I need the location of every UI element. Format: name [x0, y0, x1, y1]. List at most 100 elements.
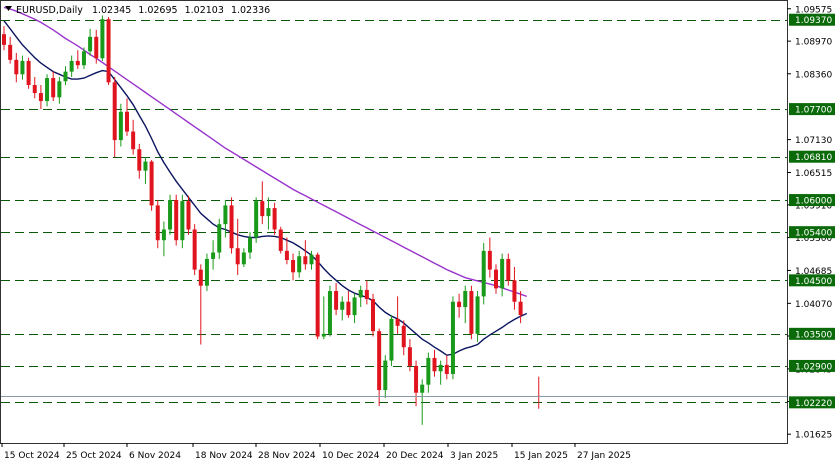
candle-53: [327, 285, 332, 337]
candle-body: [26, 60, 31, 86]
candle-31: [192, 224, 197, 275]
candle-body: [309, 254, 314, 265]
candle-51: [315, 252, 320, 340]
candle-41: [254, 197, 259, 243]
candle-47: [291, 253, 296, 281]
dropdown-triangle-icon[interactable]: [5, 6, 12, 11]
candle-60: [371, 293, 375, 337]
candle-25: [155, 200, 160, 249]
candle-36: [223, 200, 228, 238]
candle-79: [487, 237, 492, 278]
candle-82: [506, 253, 511, 286]
candle-64: [395, 296, 400, 334]
candle-body: [38, 93, 43, 102]
candle-74: [457, 293, 462, 318]
candle-61: [377, 328, 382, 407]
candle-1: [8, 36, 13, 64]
candle-body: [125, 111, 129, 132]
candle-20: [125, 98, 129, 136]
candle-body: [395, 318, 400, 326]
y-tick-label-5: 1.05910: [795, 201, 832, 211]
candle-body: [211, 252, 216, 259]
x-tick-label-0: 15 Oct 2024: [4, 451, 60, 461]
open-value: 1.02345: [92, 5, 131, 16]
candle-body: [463, 291, 468, 308]
candle-39: [241, 248, 246, 267]
candle-71: [438, 360, 443, 385]
level-label-text: 1.05400: [795, 229, 832, 239]
level-labels: 1.09370 1.07700 1.06810 1.06000 1.05400 1.045…: [789, 13, 835, 409]
y-tick-label-2: 1.08360: [795, 70, 832, 80]
level-label-2: 1.06810: [789, 150, 835, 163]
level-label-bg: [789, 327, 835, 340]
candle-body: [407, 347, 412, 366]
candle-body: [223, 205, 228, 225]
candle-29: [180, 194, 185, 249]
candle-33: [204, 253, 209, 292]
candle-15: [94, 29, 99, 64]
candle-6: [38, 85, 43, 110]
level-label-bg: [789, 103, 835, 116]
candle-body: [260, 201, 265, 217]
candle-body: [315, 254, 320, 337]
candle-59: [364, 280, 369, 305]
level-label-3: 1.06000: [789, 194, 835, 207]
price-axis: 1.09575 1.08970 1.08360 1.07130 1.06515 1.059…: [787, 5, 832, 441]
candle-83: [512, 266, 517, 310]
candle-58: [358, 285, 363, 308]
candle-body: [364, 289, 369, 300]
candle-body: [358, 289, 363, 298]
level-label-text: 1.06810: [795, 153, 832, 163]
candle-19: [118, 103, 123, 147]
candle-22: [137, 143, 142, 179]
candlesticks: [2, 15, 541, 425]
x-tick-label-6: 20 Dec 2024: [386, 451, 444, 461]
candle-17: [106, 17, 111, 86]
candle-38: [235, 218, 240, 275]
candle-body: [481, 250, 486, 297]
candle-68: [420, 379, 425, 425]
candle-75: [463, 285, 468, 324]
candle-body: [340, 301, 345, 310]
candle-body: [346, 301, 351, 316]
candle-85: [536, 376, 541, 409]
level-label-text: 1.06000: [795, 197, 832, 207]
plot-frame: [0, 0, 788, 444]
candle-63: [389, 315, 394, 366]
level-label-5: 1.04500: [789, 274, 835, 287]
candle-body: [254, 201, 259, 238]
candle-26: [161, 221, 166, 257]
candle-49: [303, 240, 308, 270]
y-tick-label-0: 1.09575: [795, 5, 832, 15]
candle-body: [327, 291, 332, 334]
candle-21: [131, 119, 136, 155]
candle-body: [131, 131, 136, 150]
candle-body: [112, 82, 117, 141]
y-tick-label-6: 1.05300: [795, 234, 832, 244]
candle-8: [51, 71, 56, 102]
candle-62: [383, 355, 388, 399]
level-label-bg: [789, 359, 835, 372]
candle-body: [414, 365, 419, 393]
fast-ma-line: [3, 20, 528, 356]
candle-18: [112, 76, 117, 158]
candle-body: [137, 149, 142, 171]
candle-body: [377, 331, 382, 391]
candle-body: [57, 81, 62, 98]
level-label-text: 1.02900: [795, 362, 832, 372]
y-tick-label-4: 1.06515: [795, 169, 832, 179]
candle-body: [186, 201, 191, 230]
candle-body: [81, 51, 86, 66]
candle-body: [94, 36, 99, 59]
level-label-1: 1.07700: [789, 103, 835, 116]
candle-body: [401, 325, 406, 348]
level-label-bg: [789, 226, 835, 239]
level-label-0: 1.09370: [789, 13, 835, 26]
candle-body: [284, 250, 289, 260]
candle-16: [100, 15, 105, 61]
candle-65: [401, 320, 406, 356]
candle-body: [180, 201, 185, 241]
candle-11: [69, 55, 74, 77]
high-value: 1.02695: [138, 5, 177, 16]
